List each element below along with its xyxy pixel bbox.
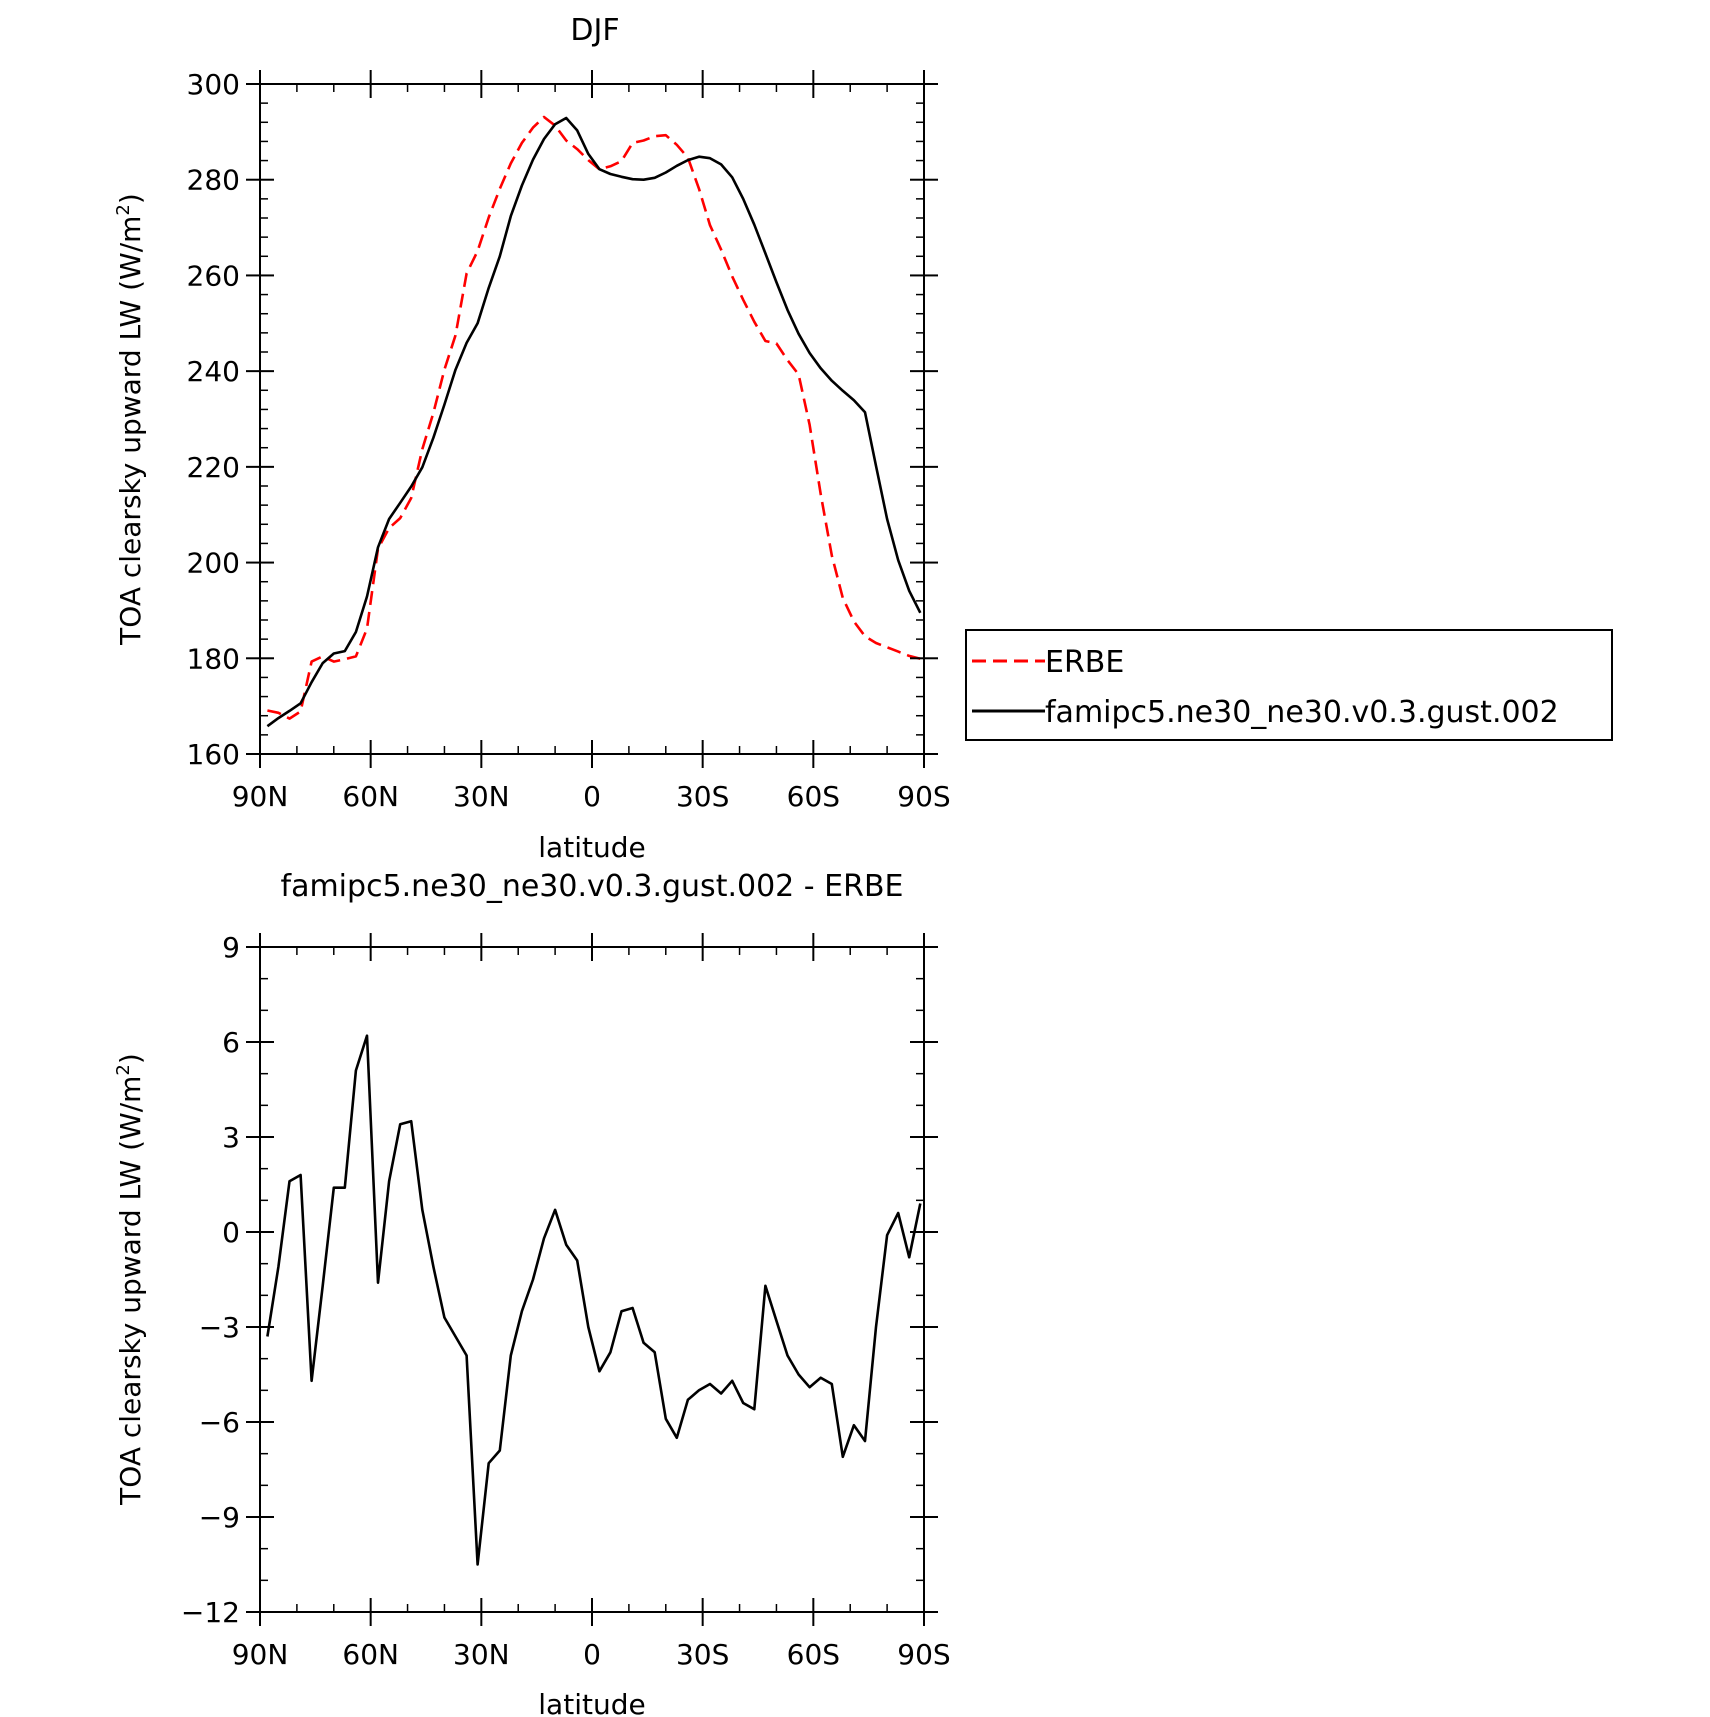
- top-series-line-erbe: [267, 115, 921, 720]
- top-y-axis-label-main: TOA clearsky upward LW (W/m: [114, 216, 147, 646]
- top-x-axis-label: latitude: [538, 831, 645, 864]
- bottom-plot-frame: [259, 946, 925, 1613]
- bottom-y-axis-label: TOA clearsky upward LW (W/m2): [113, 1053, 147, 1506]
- bottom-y-tick-label: 9: [222, 931, 240, 964]
- bottom-y-tick-label: 6: [222, 1026, 240, 1059]
- bottom-y-axis-label-close: ): [114, 1053, 147, 1064]
- top-x-tick-label: 90N: [232, 780, 289, 813]
- bottom-x-tick-label: 30N: [453, 1638, 510, 1671]
- top-y-tick-label: 280: [187, 164, 240, 197]
- bottom-panel: famipc5.ne30_ne30.v0.3.gust.002 - ERBE 9…: [113, 869, 951, 1717]
- legend: ERBE famipc5.ne30_ne30.v0.3.gust.002: [965, 629, 1613, 741]
- bottom-y-tick-label: −6: [199, 1406, 240, 1439]
- bottom-x-tick-label: 90N: [232, 1638, 289, 1671]
- bottom-x-tick-label: 60S: [787, 1638, 840, 1671]
- bottom-x-tick-label: 30S: [676, 1638, 729, 1671]
- bottom-y-axis-label-sup: 2: [113, 1064, 134, 1075]
- top-x-tick-label: 0: [583, 780, 601, 813]
- bottom-y-tick-label: −12: [181, 1596, 240, 1629]
- top-y-axis-label: TOA clearsky upward LW (W/m2): [113, 193, 147, 646]
- bottom-y-axis-label-main: TOA clearsky upward LW (W/m: [114, 1076, 147, 1506]
- bottom-y-tick-label: 3: [222, 1121, 240, 1154]
- bottom-axes: 90N 60N 30N 0 30S 60S 90S −12 −9 −6 −3 0 3 6 9: [181, 931, 951, 1671]
- top-plot-marks: [266, 115, 922, 728]
- bottom-series-line-difference: [266, 1034, 922, 1566]
- top-y-axis-label-sup: 2: [113, 204, 134, 215]
- bottom-x-tick-label: 90S: [897, 1638, 950, 1671]
- top-title: DJF: [570, 13, 619, 48]
- top-y-tick-label: 260: [187, 259, 240, 292]
- top-y-tick-label: 180: [187, 642, 240, 675]
- top-y-axis-label-close: ): [114, 193, 147, 204]
- bottom-plot-marks: [266, 1034, 922, 1566]
- top-x-tick-label: 60S: [787, 780, 840, 813]
- top-x-tick-label: 30N: [453, 780, 510, 813]
- bottom-x-tick-label: 60N: [342, 1638, 399, 1671]
- top-y-tick-label: 160: [187, 738, 240, 771]
- bottom-y-tick-label: 0: [222, 1216, 240, 1249]
- legend-erbe-label: ERBE: [1045, 645, 1124, 680]
- bottom-x-tick-label: 0: [583, 1638, 601, 1671]
- legend-model-label: famipc5.ne30_ne30.v0.3.gust.002: [1045, 695, 1559, 730]
- bottom-y-tick-label: −3: [199, 1311, 240, 1344]
- top-y-tick-label: 240: [187, 355, 240, 388]
- top-x-tick-label: 30S: [676, 780, 729, 813]
- top-y-tick-label: 300: [187, 68, 240, 101]
- bottom-x-axis-label: latitude: [538, 1688, 645, 1717]
- top-axes: 90N 60N 30N 0 30S 60S 90S 160 180 200 220 240 260 280…: [187, 68, 951, 813]
- top-x-tick-label: 90S: [897, 780, 950, 813]
- top-y-tick-label: 220: [187, 451, 240, 484]
- top-x-tick-label: 60N: [342, 780, 399, 813]
- legend-box: [965, 629, 1613, 741]
- top-y-tick-label: 200: [187, 547, 240, 580]
- top-panel: DJF 90N 60N 30N 0 30S 60S 90S 160 180 200 220 240 26…: [113, 13, 951, 864]
- top-plot-frame: [259, 83, 925, 755]
- bottom-y-tick-label: −9: [199, 1501, 240, 1534]
- bottom-title: famipc5.ne30_ne30.v0.3.gust.002 - ERBE: [281, 869, 904, 904]
- top-series-line-famipc5-ne30-ne30-v0-3-gust-002: [266, 116, 922, 728]
